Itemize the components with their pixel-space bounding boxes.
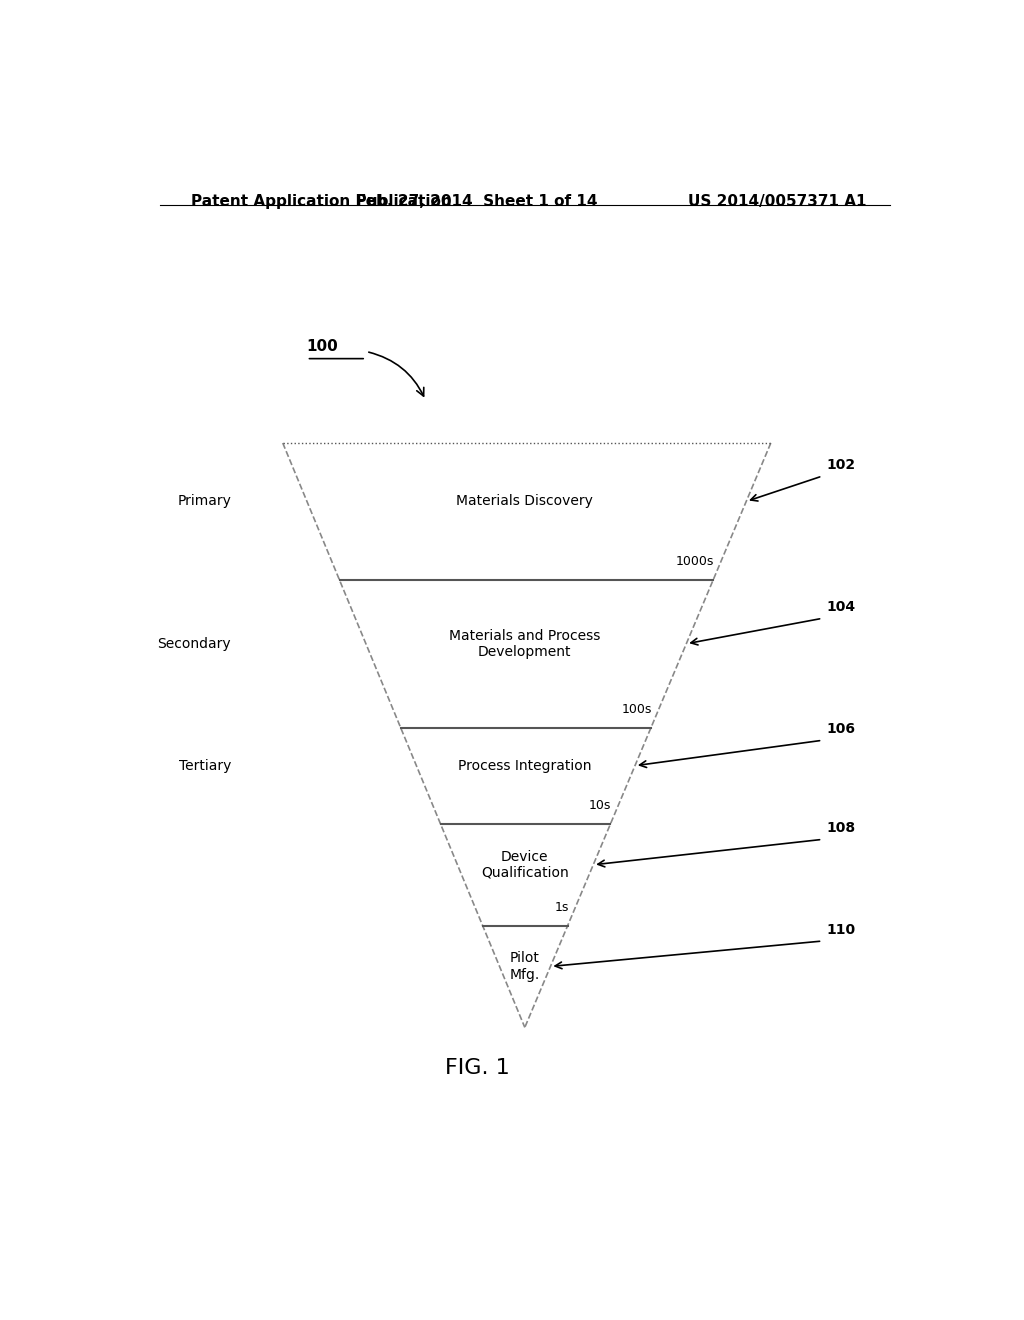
Text: 100s: 100s xyxy=(622,702,652,715)
Text: Secondary: Secondary xyxy=(158,636,231,651)
Text: 100: 100 xyxy=(306,339,338,354)
Text: Patent Application Publication: Patent Application Publication xyxy=(191,194,453,209)
Text: 110: 110 xyxy=(826,923,855,937)
Text: 102: 102 xyxy=(826,458,855,473)
Text: 10s: 10s xyxy=(589,800,611,812)
Text: Materials Discovery: Materials Discovery xyxy=(457,495,593,508)
Text: 1000s: 1000s xyxy=(676,556,714,569)
Text: Tertiary: Tertiary xyxy=(179,759,231,772)
Text: FIG. 1: FIG. 1 xyxy=(444,1059,510,1078)
Text: 1s: 1s xyxy=(554,902,568,913)
Text: Primary: Primary xyxy=(177,495,231,508)
Text: Feb. 27, 2014  Sheet 1 of 14: Feb. 27, 2014 Sheet 1 of 14 xyxy=(356,194,598,209)
Text: Pilot
Mfg.: Pilot Mfg. xyxy=(510,952,540,982)
Text: 108: 108 xyxy=(826,821,855,836)
Text: 106: 106 xyxy=(826,722,855,737)
Text: Materials and Process
Development: Materials and Process Development xyxy=(450,628,600,659)
Text: 104: 104 xyxy=(826,601,855,614)
Text: US 2014/0057371 A1: US 2014/0057371 A1 xyxy=(687,194,866,209)
Text: Device
Qualification: Device Qualification xyxy=(481,850,568,880)
Text: Process Integration: Process Integration xyxy=(458,759,592,772)
